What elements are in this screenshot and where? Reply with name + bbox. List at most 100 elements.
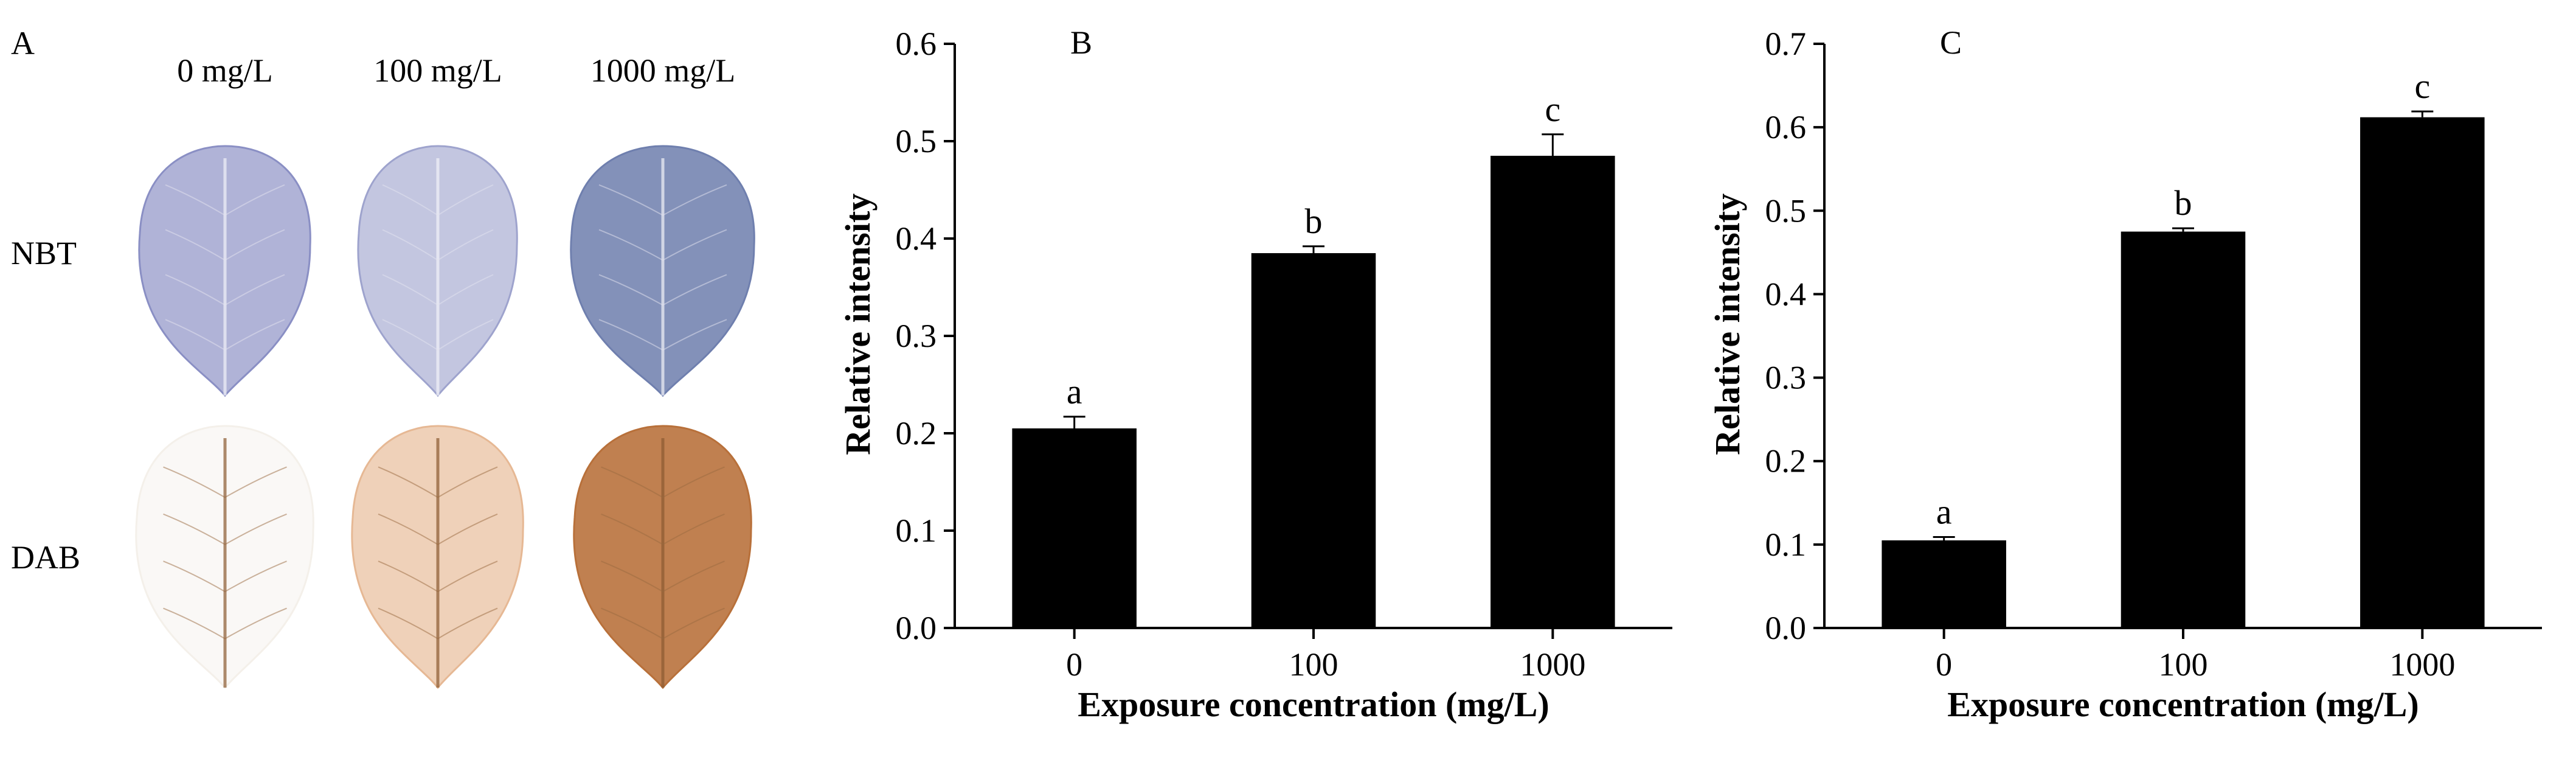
leaf-vein [437,560,498,593]
leaf-vein [378,560,438,593]
leaf-vein [382,184,438,216]
chart-c-y-tick-label: 0.7 [1765,26,1807,62]
leaf-image-grid [135,145,755,689]
leaf-vein [382,319,438,351]
chart-c-y-tick-label: 0.4 [1765,276,1807,312]
chart-c-x-tick-label-100: 100 [2159,646,2208,683]
chart-b: B 0.0 0.1 0.2 0.3 0.4 0.5 0.6 Relative intensity… [838,24,1672,724]
leaf-vein [662,274,727,306]
column-label-1000: 1000 mg/L [590,52,736,89]
leaf-vein [382,274,438,306]
leaf-vein [662,560,725,593]
leaf-vein [437,274,494,306]
row-label-nbt: NBT [11,235,77,271]
leaf-vein [224,319,285,351]
leaf-vein [165,184,226,216]
chart-b-panel-letter: B [1070,24,1092,61]
chart-b-y-tick-label: 0.1 [896,512,937,549]
leaf-vein [165,274,226,306]
leaf-dab-1 [351,425,524,689]
chart-c: C 0.0 0.1 0.2 0.3 0.4 0.5 0.6 0.7 Relative intens… [1708,24,2542,724]
leaf-vein [378,607,438,640]
chart-b-x-tick-label-1000: 1000 [1520,646,1585,683]
chart-b-bar-1000 [1491,156,1615,628]
leaf-vein [662,513,725,545]
chart-c-x-tick-label-0: 0 [1936,646,1952,683]
leaf-vein [601,607,663,640]
leaf-vein [601,560,663,593]
chart-b-x-axis-label: Exposure concentration (mg/L) [1078,685,1549,724]
row-label-dab: DAB [11,539,81,576]
chart-c-bar-0 [1882,540,2006,628]
leaf-vein [224,607,287,640]
chart-c-bar-1000 [2360,117,2485,628]
chart-b-significance-letter-100: b [1305,201,1323,241]
leaf-vein [598,184,663,216]
chart-c-significance-letter-100: b [2175,183,2192,223]
chart-b-y-tick-label: 0.4 [896,220,937,257]
chart-b-x-tick-label-100: 100 [1289,646,1338,683]
leaf-vein [382,229,438,261]
chart-c-y-tick-label: 0.3 [1765,360,1807,396]
chart-c-y-tick-label: 0.0 [1765,610,1807,646]
leaf-vein [163,607,226,640]
leaf-vein [437,319,494,351]
leaf-vein [224,274,285,306]
leaf-nbt-2 [570,145,755,397]
leaf-vein [662,229,727,261]
chart-c-bar-100 [2121,231,2246,629]
chart-b-y-tick-label: 0.2 [896,415,937,452]
leaf-vein [378,466,438,498]
leaf-vein [598,319,663,351]
chart-b-y-tick-label: 0.5 [896,123,937,159]
leaf-vein [224,466,287,498]
leaf-dab-2 [573,425,752,689]
chart-c-y-tick-label: 0.6 [1765,109,1807,145]
leaf-vein [224,513,287,545]
leaf-dab-0 [135,425,314,689]
leaf-vein [437,229,494,261]
leaf-vein [601,513,663,545]
leaf-vein [662,184,727,216]
leaf-vein [224,184,285,216]
chart-c-significance-letter-0: a [1936,492,1952,532]
chart-b-y-axis-label: Relative intensity [838,194,878,455]
leaf-vein [224,560,287,593]
chart-c-y-tick-label: 0.1 [1765,526,1807,563]
leaf-vein [165,319,226,351]
chart-c-x-tick-label-1000: 1000 [2389,646,2455,683]
leaf-vein [598,229,663,261]
chart-c-y-tick-label: 0.2 [1765,443,1807,480]
chart-b-x-tick-label-0: 0 [1066,646,1082,683]
leaf-vein [437,607,498,640]
chart-c-x-axis-label: Exposure concentration (mg/L) [1947,685,2418,724]
chart-b-bar-0 [1012,428,1137,628]
leaf-nbt-1 [357,145,518,397]
leaf-vein [437,466,498,498]
chart-c-y-axis-label: Relative intensity [1708,194,1747,455]
leaf-vein [662,466,725,498]
column-label-0: 0 mg/L [177,52,273,89]
chart-c-y-tick-label: 0.5 [1765,192,1807,229]
leaf-vein [662,319,727,351]
leaf-vein [163,513,226,545]
leaf-vein [165,229,226,261]
leaf-vein [224,229,285,261]
chart-b-significance-letter-0: a [1067,372,1082,411]
leaf-vein [598,274,663,306]
chart-b-y-tick-label: 0.6 [896,26,937,62]
leaf-vein [378,513,438,545]
chart-c-panel-letter: C [1940,24,1962,61]
leaf-vein [163,560,226,593]
leaf-nbt-0 [138,145,311,397]
chart-b-y-tick-label: 0.3 [896,318,937,354]
leaf-vein [601,466,663,498]
leaf-vein [437,184,494,216]
panel-a-letter: A [11,25,35,61]
leaf-vein [437,513,498,545]
chart-b-y-tick-label: 0.0 [896,610,937,646]
chart-c-significance-letter-1000: c [2414,66,2430,106]
chart-b-bar-100 [1251,253,1376,628]
leaf-vein [163,466,226,498]
chart-b-significance-letter-1000: c [1545,89,1560,129]
